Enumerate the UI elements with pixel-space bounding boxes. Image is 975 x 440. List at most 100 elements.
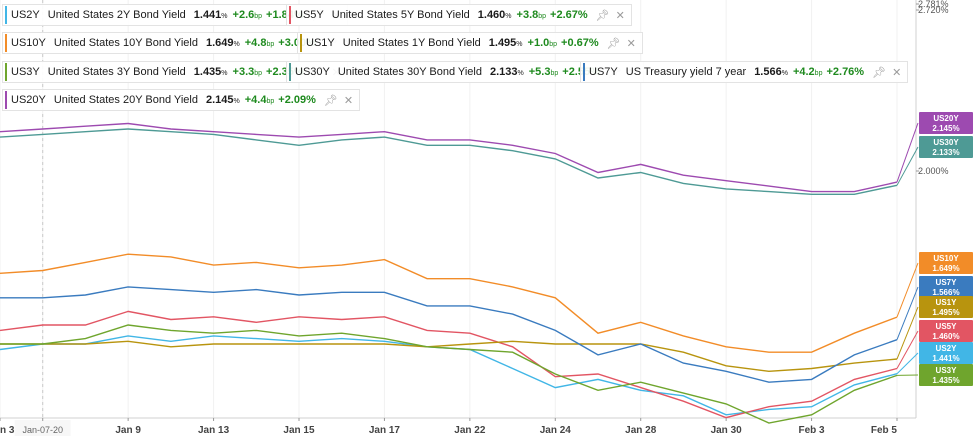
tag-leader-us7y: [896, 286, 919, 340]
price-tag-value: 2.145%: [932, 124, 959, 133]
legend-color-bar: [289, 6, 291, 24]
legend-change: +2.6bp: [232, 9, 263, 21]
legend-symbol: US20Y: [11, 94, 46, 106]
x-tick-label: Jan 15: [283, 425, 315, 436]
legend-item-us20y[interactable]: US20Y United States 20Y Bond Yield 2.145% +…: [2, 89, 361, 111]
x-tick-label: Jan 17: [369, 425, 401, 436]
legend-change: +4.4bp: [244, 94, 275, 106]
legend-name: United States 2Y Bond Yield: [47, 9, 186, 21]
x-tick-label: Jan-07-20: [22, 425, 63, 435]
legend-symbol: US1Y: [306, 37, 335, 49]
price-tag-value: 1.566%: [932, 288, 959, 297]
legend-symbol: US3Y: [11, 66, 40, 78]
legend-item-us1y[interactable]: US1Y United States 1Y Bond Yield 1.495% +1.…: [297, 32, 643, 54]
legend-symbol: US10Y: [11, 37, 46, 49]
x-tick-label: Jan 22: [454, 425, 486, 436]
legend-price: 1.460%: [477, 9, 512, 21]
x-tick-label: Feb 5: [871, 425, 898, 436]
series-line-us20y: [0, 122, 898, 193]
legend-name: United States 10Y Bond Yield: [53, 37, 198, 49]
legend-change-pct: +2.67%: [550, 9, 588, 21]
tag-leader-us2y: [896, 352, 919, 375]
price-tag-symbol: US2Y: [936, 344, 958, 353]
x-tick-label: Feb 3: [799, 425, 826, 436]
price-tag-symbol: US3Y: [936, 366, 958, 375]
x-tick-label: Jan 9: [115, 425, 141, 436]
legend-price: 1.649%: [205, 37, 240, 49]
legend-name: United States 20Y Bond Yield: [53, 94, 198, 106]
legend-symbol: US30Y: [295, 66, 330, 78]
price-tag-value: 1.495%: [932, 308, 959, 317]
legend-color-bar: [289, 63, 291, 81]
price-tag-value: 1.441%: [932, 354, 959, 363]
legend-item-us30y[interactable]: US30Y United States 30Y Bond Yield 2.133% +…: [286, 61, 645, 83]
close-icon[interactable]: ✕: [626, 37, 636, 50]
price-tag-symbol: US7Y: [936, 278, 958, 287]
price-tag-value: 2.133%: [932, 148, 959, 157]
price-tag-value: 1.649%: [932, 264, 959, 273]
legend-price: 1.566%: [754, 66, 788, 78]
price-tag-value: 1.435%: [932, 376, 959, 385]
x-tick-label: Jan 30: [711, 425, 743, 436]
legend-price: 1.441%: [193, 9, 228, 21]
legend-name: US Treasury yield 7 year: [625, 66, 747, 78]
legend-change: +5.3bp: [528, 66, 559, 78]
pin-icon[interactable]: 📌︎: [606, 37, 621, 50]
series-line-us10y: [0, 253, 898, 353]
legend-change: +4.8bp: [244, 37, 275, 49]
legend-color-bar: [5, 6, 7, 24]
legend-item-us2y[interactable]: US2Y United States 2Y Bond Yield 1.441% +2.…: [2, 4, 348, 26]
close-icon[interactable]: ✕: [343, 94, 354, 107]
series-line-us1y: [0, 340, 898, 373]
price-tag-value: 1.460%: [932, 332, 959, 341]
price-tag-symbol: US10Y: [933, 254, 959, 263]
pin-icon[interactable]: 📌︎: [323, 94, 338, 107]
y-tick-label: 2.720%: [918, 5, 949, 15]
legend-color-bar: [300, 34, 302, 52]
legend-price: 2.145%: [205, 94, 240, 106]
close-icon[interactable]: ✕: [892, 66, 902, 79]
legend-color-bar: [5, 91, 7, 109]
price-tag-symbol: US1Y: [936, 298, 958, 307]
series-line-us5y: [0, 310, 898, 419]
tag-leader-us10y: [896, 262, 919, 318]
price-tag-symbol: US30Y: [933, 138, 959, 147]
legend-symbol: US7Y: [589, 66, 618, 78]
legend-change-pct: +2.09%: [278, 94, 316, 106]
legend-symbol: US5Y: [295, 9, 324, 21]
legend-price: 1.495%: [488, 37, 523, 49]
legend-name: United States 30Y Bond Yield: [337, 66, 482, 78]
legend-change: +4.2bp: [792, 66, 823, 78]
legend-change-pct: +0.67%: [561, 37, 599, 49]
legend-change: +3.8bp: [516, 9, 547, 21]
legend-price: 1.435%: [193, 66, 228, 78]
series-line-us3y: [0, 324, 898, 424]
pin-icon[interactable]: 📌︎: [872, 66, 887, 79]
price-tag-symbol: US5Y: [936, 322, 958, 331]
legend-color-bar: [583, 63, 585, 81]
y-tick-label: 2.781%: [918, 0, 949, 9]
legend-name: United States 5Y Bond Yield: [331, 9, 470, 21]
legend-item-us5y[interactable]: US5Y United States 5Y Bond Yield 1.460% +3.…: [286, 4, 632, 26]
tag-leader-us1y: [896, 306, 919, 360]
x-tick-label: Jan 28: [625, 425, 657, 436]
x-tick-label: Jan 13: [198, 425, 230, 436]
series-line-us7y: [0, 286, 898, 383]
tag-leader-us20y: [896, 122, 919, 183]
crosshair-date-box: [14, 420, 71, 436]
tag-leader-us30y: [896, 146, 919, 186]
legend-color-bar: [5, 34, 7, 52]
x-tick-label: Jan 24: [540, 425, 572, 436]
legend-change-pct: +2.76%: [826, 66, 865, 78]
pin-icon[interactable]: 📌︎: [595, 9, 610, 22]
close-icon[interactable]: ✕: [615, 9, 625, 22]
tag-leader-us5y: [896, 330, 919, 369]
legend-item-us7y[interactable]: US7Y US Treasury yield 7 year 1.566% +4.2bp…: [580, 61, 909, 83]
legend-name: United States 1Y Bond Yield: [342, 37, 481, 49]
